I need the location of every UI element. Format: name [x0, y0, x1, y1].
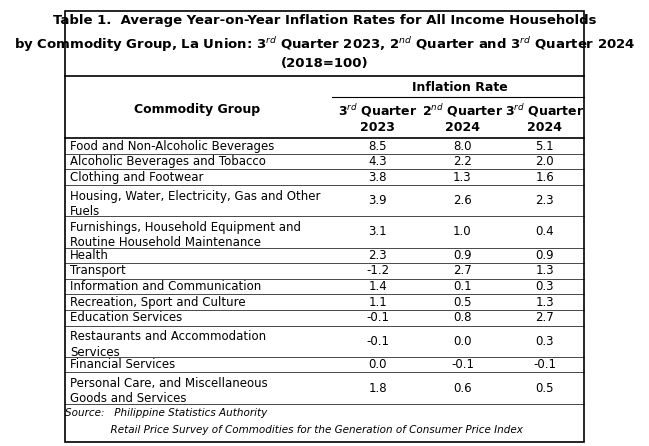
Text: 3.8: 3.8	[368, 171, 387, 184]
Text: 8.0: 8.0	[453, 140, 472, 153]
Text: Food and Non-Alcoholic Beverages: Food and Non-Alcoholic Beverages	[70, 140, 275, 153]
Text: Information and Communication: Information and Communication	[70, 280, 261, 293]
Text: 2.2: 2.2	[453, 155, 472, 168]
Text: Inflation Rate: Inflation Rate	[412, 81, 508, 94]
Text: Services: Services	[70, 346, 119, 359]
Text: Fuels: Fuels	[70, 205, 100, 218]
Text: 0.3: 0.3	[535, 280, 554, 293]
Text: Recreation, Sport and Culture: Recreation, Sport and Culture	[70, 296, 245, 309]
Text: Clothing and Footwear: Clothing and Footwear	[70, 171, 203, 184]
Text: 5.1: 5.1	[535, 140, 554, 153]
Text: 2.7: 2.7	[453, 264, 472, 277]
Text: -0.1: -0.1	[366, 311, 389, 324]
Text: 4.3: 4.3	[368, 155, 387, 168]
Text: 2.3: 2.3	[535, 194, 554, 207]
Text: 0.3: 0.3	[535, 334, 554, 348]
Text: 2024: 2024	[445, 121, 480, 134]
Text: 0.4: 0.4	[535, 225, 554, 239]
Text: 3.9: 3.9	[368, 194, 387, 207]
Text: Table 1.  Average Year-on-Year Inflation Rates for All Income Households: Table 1. Average Year-on-Year Inflation …	[53, 14, 596, 27]
Text: -0.1: -0.1	[366, 334, 389, 348]
Text: 0.8: 0.8	[453, 311, 472, 324]
Text: (2018=100): (2018=100)	[280, 57, 369, 70]
Text: 2.7: 2.7	[535, 311, 554, 324]
Text: 1.3: 1.3	[535, 264, 554, 277]
Text: 0.0: 0.0	[368, 358, 387, 371]
Text: by Commodity Group, La Union: 3$^{rd}$ Quarter 2023, 2$^{nd}$ Quarter and 3$^{rd: by Commodity Group, La Union: 3$^{rd}$ Q…	[14, 35, 635, 54]
Text: 2023: 2023	[360, 121, 395, 134]
Text: 2$^{nd}$ Quarter: 2$^{nd}$ Quarter	[422, 103, 503, 120]
Text: 0.6: 0.6	[453, 381, 472, 395]
Text: -0.1: -0.1	[533, 358, 556, 371]
Text: 3$^{rd}$ Quarter: 3$^{rd}$ Quarter	[505, 103, 584, 120]
Text: 1.3: 1.3	[535, 296, 554, 309]
Text: 2.3: 2.3	[368, 249, 387, 262]
Text: 2.6: 2.6	[453, 194, 472, 207]
Text: 0.9: 0.9	[535, 249, 554, 262]
Text: Transport: Transport	[70, 264, 126, 277]
Text: 2024: 2024	[527, 121, 562, 134]
Text: 0.9: 0.9	[453, 249, 472, 262]
Text: 1.6: 1.6	[535, 171, 554, 184]
Text: -1.2: -1.2	[366, 264, 389, 277]
Text: 1.4: 1.4	[368, 280, 387, 293]
Text: 1.8: 1.8	[368, 381, 387, 395]
Text: 0.5: 0.5	[535, 381, 554, 395]
Text: 0.1: 0.1	[453, 280, 472, 293]
Text: 0.0: 0.0	[453, 334, 472, 348]
Text: Financial Services: Financial Services	[70, 358, 175, 371]
Text: Housing, Water, Electricity, Gas and Other: Housing, Water, Electricity, Gas and Oth…	[70, 190, 321, 202]
Text: 1.3: 1.3	[453, 171, 472, 184]
Text: Commodity Group: Commodity Group	[134, 103, 260, 116]
Text: 0.5: 0.5	[453, 296, 472, 309]
Text: Source:   Philippine Statistics Authority: Source: Philippine Statistics Authority	[64, 408, 267, 418]
Text: Health: Health	[70, 249, 109, 262]
Text: -0.1: -0.1	[451, 358, 474, 371]
Text: Personal Care, and Miscellaneous: Personal Care, and Miscellaneous	[70, 377, 267, 390]
Text: 1.0: 1.0	[453, 225, 472, 239]
Text: 2.0: 2.0	[535, 155, 554, 168]
Text: 8.5: 8.5	[368, 140, 387, 153]
Text: 1.1: 1.1	[368, 296, 387, 309]
Text: 3$^{rd}$ Quarter: 3$^{rd}$ Quarter	[338, 103, 417, 120]
Text: Routine Household Maintenance: Routine Household Maintenance	[70, 236, 261, 249]
Text: Furnishings, Household Equipment and: Furnishings, Household Equipment and	[70, 221, 301, 234]
Text: Education Services: Education Services	[70, 311, 182, 324]
Text: Retail Price Survey of Commodities for the Generation of Consumer Price Index: Retail Price Survey of Commodities for t…	[64, 425, 522, 434]
Text: 3.1: 3.1	[368, 225, 387, 239]
Text: Goods and Services: Goods and Services	[70, 392, 186, 405]
Text: Restaurants and Accommodation: Restaurants and Accommodation	[70, 330, 266, 343]
Text: Alcoholic Beverages and Tobacco: Alcoholic Beverages and Tobacco	[70, 155, 265, 168]
